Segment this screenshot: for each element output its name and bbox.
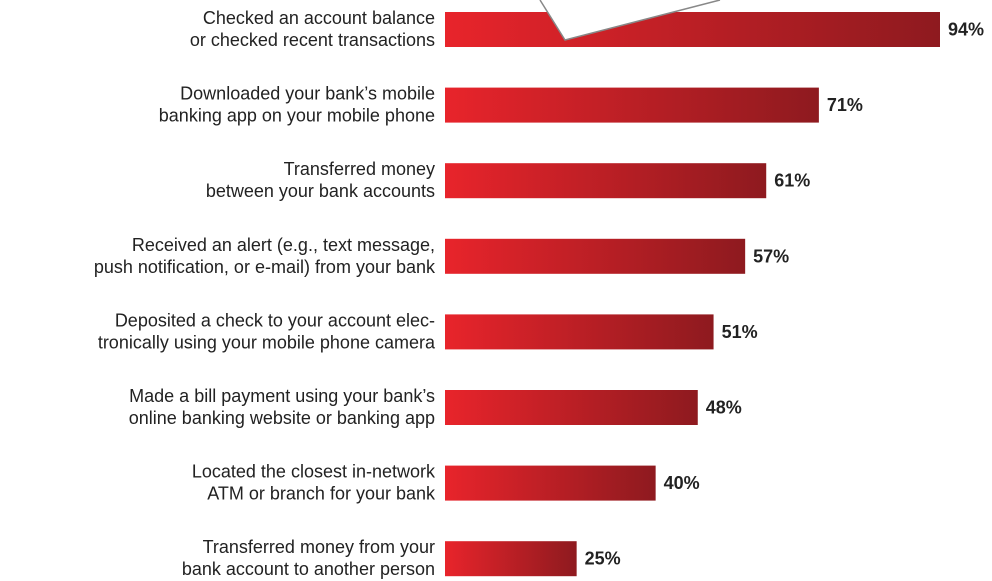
bar-4 [445,238,746,274]
value-label-8: 25% [585,549,621,569]
category-label-6-line-1: Made a bill payment using your bank’s [129,386,435,406]
category-label-1-line-2: or checked recent transactions [190,30,435,50]
bar-2 [445,87,819,123]
bar-8 [445,541,577,577]
category-label-5-line-2: tronically using your mobile phone camer… [98,332,436,352]
bar-3 [445,163,767,199]
callout-pointer-shape [539,0,721,41]
category-label-7-line-2: ATM or branch for your bank [207,484,436,504]
bars-group [445,12,940,577]
category-label-2-line-2: banking app on your mobile phone [159,106,435,126]
category-label-2-line-1: Downloaded your bank’s mobile [180,84,435,104]
bar-7 [445,465,656,501]
callout-pointer [539,0,721,41]
value-label-2: 71% [827,95,863,115]
value-label-4: 57% [753,246,789,266]
category-label-8-line-2: bank account to another person [182,559,435,579]
value-label-6: 48% [706,398,742,418]
category-label-7-line-1: Located the closest in-network [192,462,436,482]
value-label-3: 61% [774,171,810,191]
category-label-4-line-1: Received an alert (e.g., text message, [132,235,435,255]
category-label-6-line-2: online banking website or banking app [129,408,435,428]
category-label-3-line-2: between your bank accounts [206,181,435,201]
bar-5 [445,314,714,350]
category-label-1-line-1: Checked an account balance [203,8,435,28]
value-label-5: 51% [722,322,758,342]
category-label-5-line-1: Deposited a check to your account elec- [115,310,435,330]
value-label-7: 40% [664,473,700,493]
bar-1 [445,12,940,47]
category-label-3-line-1: Transferred money [284,159,435,179]
category-label-8-line-1: Transferred money from your [203,537,435,557]
value-label-1: 94% [948,20,984,40]
category-label-4-line-2: push notification, or e-mail) from your … [94,257,436,277]
bar-6 [445,390,698,425]
